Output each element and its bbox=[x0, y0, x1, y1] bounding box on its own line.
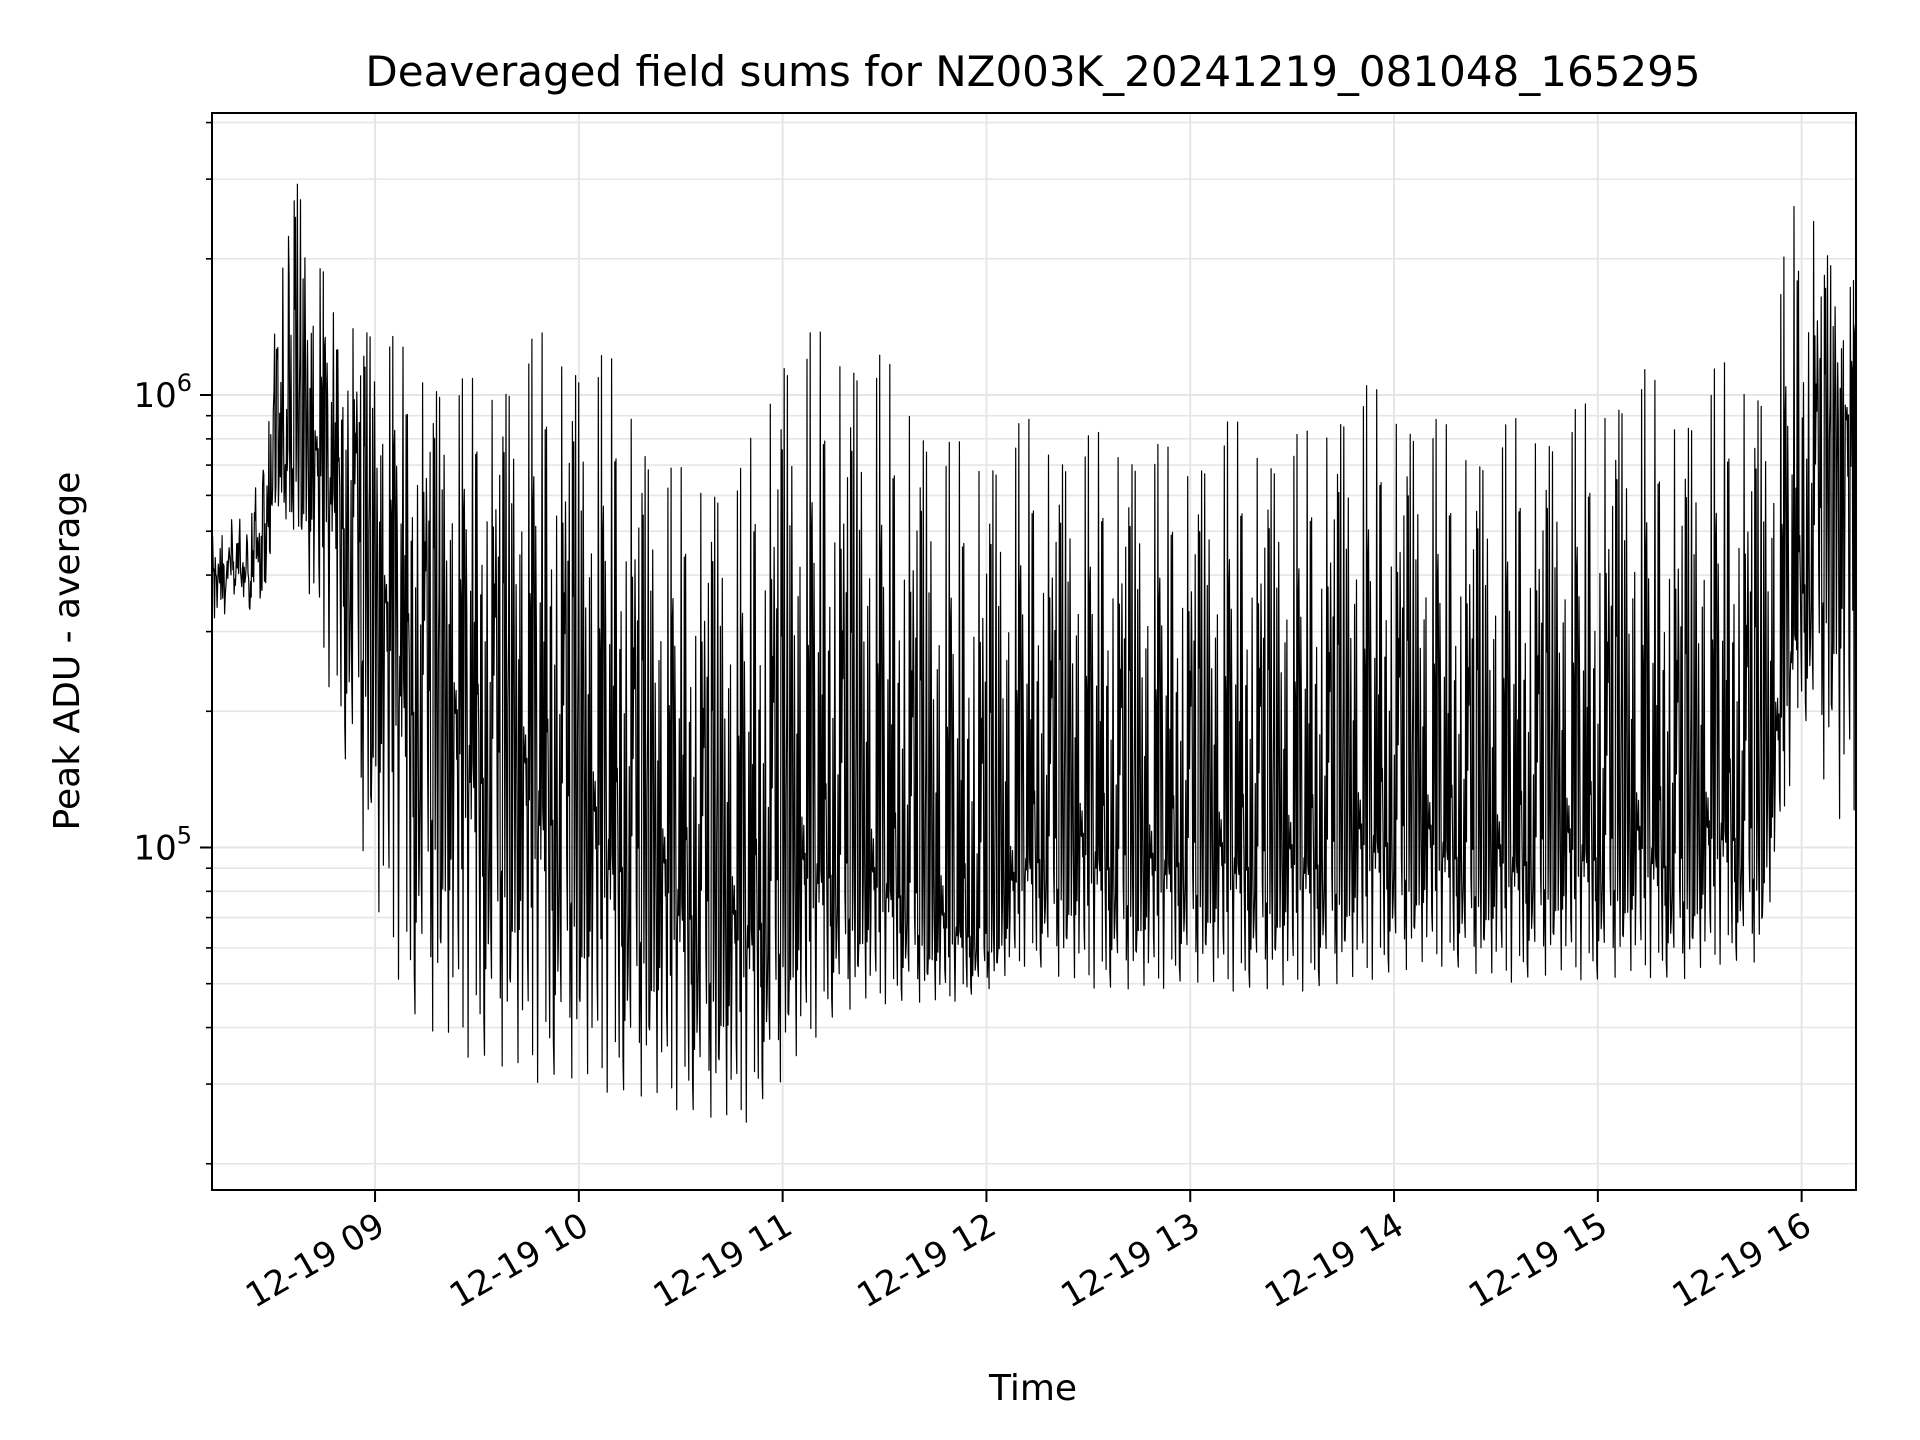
plot-frame bbox=[211, 112, 1857, 1191]
x-tick-label: 12-19 16 bbox=[1666, 1205, 1818, 1316]
series-line bbox=[211, 183, 1857, 1123]
x-tick-label: 12-19 10 bbox=[443, 1205, 595, 1316]
y-tick-exponent: 5 bbox=[177, 821, 192, 849]
series-path bbox=[211, 183, 1857, 1123]
chart-title: Deaveraged field sums for NZ003K_2024121… bbox=[365, 47, 1700, 96]
y-tick-exponent: 6 bbox=[177, 369, 192, 397]
y-tick-base: 10 bbox=[133, 828, 176, 868]
x-tick-label: 12-19 12 bbox=[851, 1205, 1003, 1316]
x-axis-label: Time bbox=[988, 1368, 1077, 1409]
x-tick-label: 12-19 15 bbox=[1462, 1205, 1614, 1316]
y-tick-label: 106 bbox=[133, 369, 192, 416]
x-tick-label: 12-19 09 bbox=[239, 1205, 391, 1316]
y-tick-base: 10 bbox=[133, 376, 176, 416]
y-tick-label: 105 bbox=[133, 821, 192, 868]
x-axis: 12-19 09 12-19 10 12-19 11 12-19 12 12-19 13… bbox=[239, 1190, 1818, 1316]
y-axis-label: Peak ADU - average bbox=[47, 472, 88, 831]
x-tick-label: 12-19 13 bbox=[1054, 1205, 1206, 1316]
x-tick-label: 12-19 11 bbox=[647, 1205, 799, 1316]
x-tick-label: 12-19 14 bbox=[1258, 1205, 1410, 1316]
